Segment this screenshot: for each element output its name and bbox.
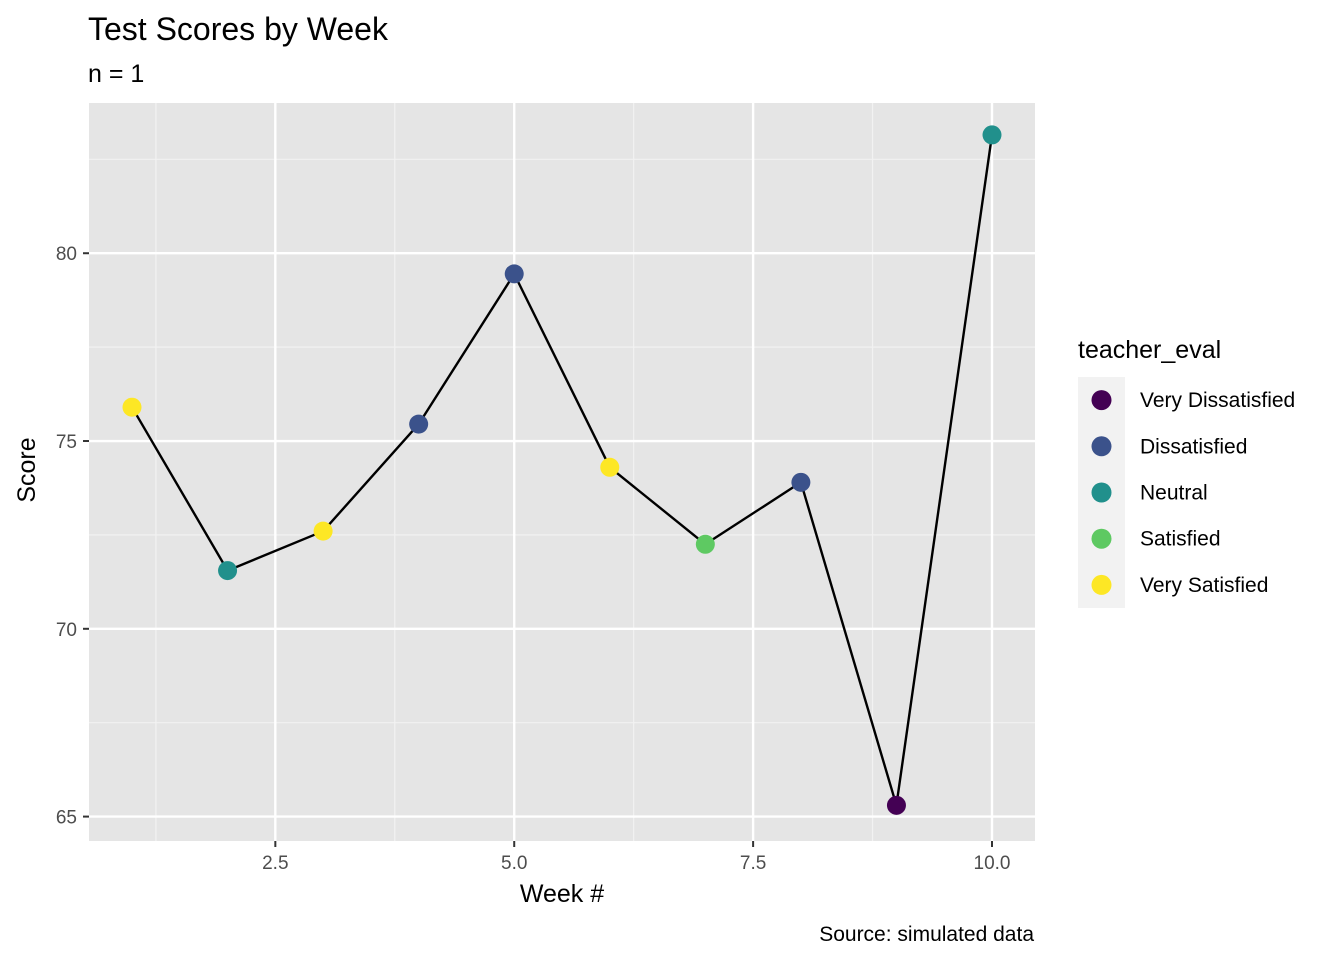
data-point (695, 534, 715, 554)
score-points (122, 125, 1002, 815)
data-point (886, 795, 906, 815)
x-tick-label: 2.5 (262, 853, 288, 874)
x-tick-label: 10.0 (974, 853, 1011, 874)
chart-caption: Source: simulated data (819, 923, 1034, 946)
data-point (122, 397, 142, 417)
data-point (218, 561, 238, 581)
data-point (313, 521, 333, 541)
chart-subtitle: n = 1 (88, 60, 144, 88)
plot-panel (89, 103, 1035, 841)
legend-key (1091, 482, 1112, 503)
x-tick-label: 7.5 (740, 853, 766, 874)
legend-label: Dissatisfied (1140, 435, 1247, 458)
y-tick-label: 75 (56, 432, 77, 453)
score-line (130, 134, 994, 807)
legend-key (1091, 574, 1112, 595)
data-point (600, 457, 620, 477)
data-point (409, 414, 429, 434)
legend-key (1091, 436, 1112, 457)
major-gridlines (89, 103, 1035, 841)
y-axis-title: Score (13, 437, 41, 502)
legend-entries: Very Dissatisfied Dissatisfied Neutral Sati… (1091, 389, 1295, 597)
legend-label: Very Satisfied (1140, 574, 1268, 597)
data-point (982, 125, 1002, 145)
legend-label: Satisfied (1140, 528, 1221, 551)
x-axis-title: Week # (520, 880, 604, 908)
x-axis: 2.5 5.0 7.5 10.0 (262, 841, 1010, 874)
legend: teacher_eval Very Dissatisfied Dissatisfi… (1078, 336, 1295, 608)
legend-key (1091, 528, 1112, 549)
score-series-line (130, 134, 994, 807)
y-axis: 65 70 75 80 (56, 244, 89, 829)
y-tick-label: 70 (56, 620, 77, 641)
chart-title: Test Scores by Week (88, 11, 389, 47)
legend-label: Neutral (1140, 482, 1208, 505)
legend-key (1091, 390, 1112, 411)
y-tick-label: 65 (56, 808, 77, 829)
data-point (791, 472, 811, 492)
minor-gridlines (89, 103, 1035, 841)
data-point (504, 264, 524, 284)
legend-label: Very Dissatisfied (1140, 389, 1295, 412)
panel-background (89, 103, 1035, 841)
y-tick-label: 80 (56, 244, 77, 265)
legend-title: teacher_eval (1078, 336, 1221, 364)
x-tick-label: 5.0 (501, 853, 527, 874)
